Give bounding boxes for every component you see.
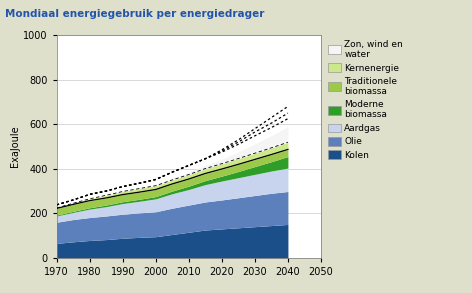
- Legend: Zon, wind en
water, Kernenergie, Traditionele
biomassa, Moderne
biomassa, Aardga: Zon, wind en water, Kernenergie, Traditi…: [328, 40, 403, 160]
- Y-axis label: ExaJoule: ExaJoule: [10, 126, 20, 167]
- Text: Mondiaal energiegebruik per energiedrager: Mondiaal energiegebruik per energiedrage…: [5, 9, 264, 19]
